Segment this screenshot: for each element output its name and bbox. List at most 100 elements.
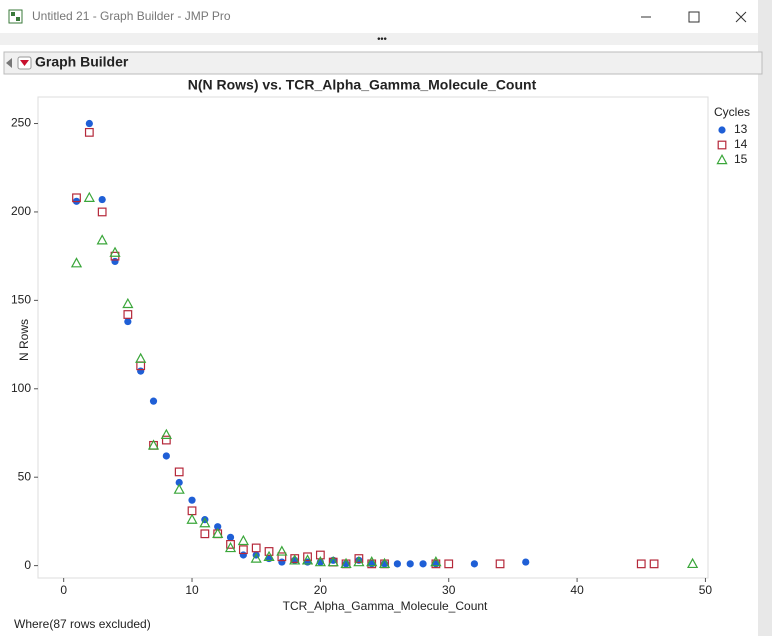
point	[188, 496, 196, 504]
panel-header	[3, 51, 763, 75]
close-button[interactable]	[735, 11, 747, 23]
y-tick-label: 250	[11, 116, 31, 130]
point	[353, 556, 365, 567]
point	[289, 554, 301, 565]
point	[226, 540, 235, 549]
point	[124, 317, 132, 326]
toolbar-strip	[0, 33, 758, 45]
point	[250, 552, 262, 563]
point	[430, 556, 442, 567]
chart-title: N(N Rows) vs. TCR_Alpha_Gamma_Molecule_C…	[188, 77, 537, 93]
point	[278, 558, 286, 566]
window-title: Untitled 21 - Graph Builder - JMP Pro	[32, 9, 231, 23]
point	[444, 559, 454, 569]
point	[354, 554, 364, 563]
point	[149, 397, 158, 405]
point	[162, 452, 170, 460]
point	[636, 559, 646, 569]
point	[97, 207, 107, 217]
legend-marker	[716, 153, 728, 165]
point	[522, 558, 530, 566]
legend-label: 15	[734, 152, 748, 166]
x-axis-label: TCR_Alpha_Gamma_Molecule_Count	[283, 599, 488, 613]
point	[419, 560, 427, 568]
app-icon	[8, 9, 23, 24]
point	[276, 545, 288, 556]
point	[406, 560, 414, 568]
point	[137, 367, 145, 375]
point	[315, 550, 325, 560]
y-tick-label: 100	[11, 381, 31, 395]
legend-marker	[718, 126, 726, 134]
disclosure-icon[interactable]	[6, 58, 12, 68]
point	[109, 246, 121, 257]
y-tick-label: 200	[11, 204, 31, 218]
point	[686, 557, 699, 569]
point	[160, 428, 172, 439]
point	[495, 559, 505, 569]
point	[303, 552, 312, 562]
footer-note: Where(87 rows excluded)	[14, 617, 151, 631]
point	[84, 127, 94, 137]
point	[212, 527, 224, 538]
point	[226, 533, 235, 541]
point	[72, 193, 81, 203]
point	[277, 552, 287, 562]
point	[98, 195, 106, 204]
point	[174, 467, 184, 477]
point	[366, 556, 378, 567]
x-tick-label: 20	[314, 583, 328, 597]
point	[173, 483, 185, 494]
point	[301, 554, 314, 565]
point	[161, 435, 171, 445]
more-menu[interactable]: •••	[377, 33, 386, 43]
point	[175, 478, 183, 487]
y-tick-label: 0	[24, 558, 31, 572]
point	[111, 257, 119, 266]
y-axis-label: N Rows	[17, 319, 31, 361]
point	[199, 517, 211, 528]
point	[340, 557, 352, 569]
point	[314, 556, 326, 567]
point	[186, 513, 198, 524]
legend-label: 13	[734, 122, 748, 136]
point	[251, 543, 261, 553]
point	[237, 534, 249, 546]
y-tick-label: 150	[11, 293, 31, 307]
x-tick-label: 50	[699, 583, 713, 597]
panel-title: Graph Builder	[35, 54, 129, 70]
red-triangle[interactable]	[20, 60, 29, 66]
point	[85, 119, 93, 128]
point	[238, 545, 248, 555]
point	[224, 541, 237, 553]
x-tick-label: 40	[570, 583, 584, 597]
point	[470, 560, 478, 568]
x-tick-label: 0	[60, 583, 67, 597]
x-tick-label: 30	[442, 583, 456, 597]
x-tick-label: 10	[185, 583, 199, 597]
point	[147, 439, 160, 450]
point	[96, 234, 108, 245]
background-window-edge	[758, 0, 772, 636]
point	[70, 257, 83, 268]
y-tick-label: 50	[18, 469, 32, 483]
point	[378, 557, 391, 569]
legend-title: Cycles	[714, 105, 750, 119]
point	[122, 297, 134, 309]
point	[327, 556, 339, 567]
point	[83, 191, 95, 202]
point	[135, 352, 147, 363]
point	[239, 551, 247, 559]
point	[214, 523, 222, 531]
plot-frame	[37, 96, 709, 579]
point	[123, 310, 133, 319]
point	[649, 559, 659, 569]
maximize-button[interactable]	[688, 11, 700, 23]
legend-label: 14	[734, 137, 748, 151]
point	[393, 560, 401, 568]
legend-marker	[717, 140, 727, 150]
point	[263, 550, 275, 561]
